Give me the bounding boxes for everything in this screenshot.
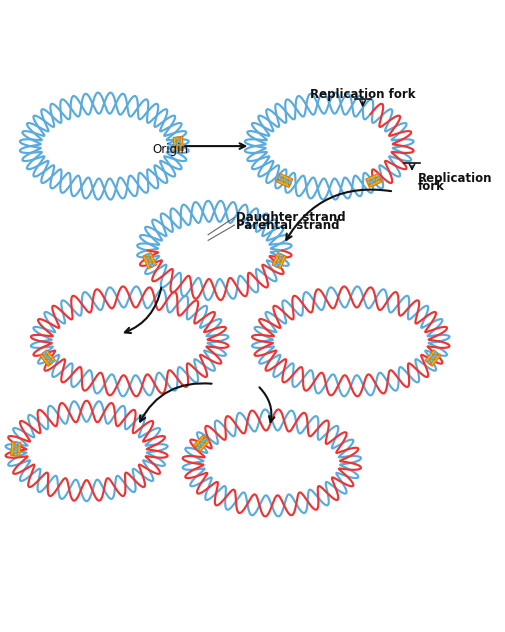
Text: fork: fork: [418, 180, 444, 193]
Polygon shape: [11, 442, 21, 456]
Polygon shape: [142, 252, 157, 269]
Polygon shape: [272, 252, 286, 269]
Text: Replication fork: Replication fork: [310, 88, 416, 101]
Polygon shape: [276, 174, 293, 188]
Polygon shape: [425, 349, 441, 367]
Polygon shape: [193, 435, 210, 451]
Polygon shape: [366, 174, 382, 188]
Polygon shape: [40, 349, 56, 367]
Polygon shape: [173, 137, 183, 151]
Text: Parental strand: Parental strand: [236, 219, 339, 231]
Text: Origin: Origin: [152, 143, 188, 156]
Text: Daughter strand: Daughter strand: [236, 211, 345, 224]
Text: Replication: Replication: [418, 172, 492, 185]
